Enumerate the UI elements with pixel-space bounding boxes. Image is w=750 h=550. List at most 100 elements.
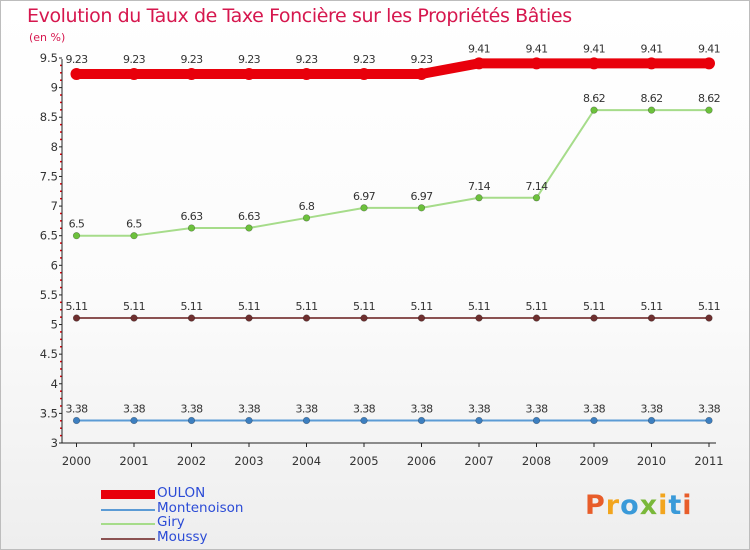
y-minor-tick xyxy=(60,338,62,341)
y-minor-tick xyxy=(60,131,62,133)
y-tick-label: 4 xyxy=(51,377,58,391)
y-minor-tick xyxy=(60,160,62,163)
data-point xyxy=(302,416,311,425)
data-label: 6.8 xyxy=(299,200,315,213)
data-label: 3.38 xyxy=(238,402,261,415)
data-label: 5.11 xyxy=(525,300,547,313)
x-tick-label: 2000 xyxy=(62,454,91,468)
data-point xyxy=(475,194,483,202)
y-minor-tick xyxy=(60,72,62,74)
data-point xyxy=(302,214,311,222)
y-minor-tick xyxy=(60,316,62,318)
data-label: 5.11 xyxy=(123,300,145,313)
series-line-oulon xyxy=(71,58,714,79)
data-label: 8.62 xyxy=(640,92,662,105)
data-label: 9.41 xyxy=(468,42,490,55)
y-minor-tick xyxy=(60,249,62,252)
data-point xyxy=(72,416,81,425)
data-label: 3.38 xyxy=(295,402,318,415)
data-label: 6.97 xyxy=(410,190,433,203)
y-minor-tick xyxy=(60,168,62,170)
legend-swatch xyxy=(101,537,155,540)
data-label: 5.11 xyxy=(640,300,662,313)
y-minor-tick xyxy=(60,375,62,378)
logo-letter: P xyxy=(585,490,606,521)
data-label: 9.41 xyxy=(583,42,605,55)
y-minor-tick xyxy=(60,308,62,311)
y-minor-tick xyxy=(60,420,62,422)
data-label: 9.23 xyxy=(295,53,318,66)
y-minor-tick xyxy=(60,368,62,370)
y-minor-tick xyxy=(60,390,62,392)
x-tick-label: 2009 xyxy=(579,454,608,468)
y-minor-tick xyxy=(60,271,62,274)
data-point xyxy=(417,314,426,322)
y-tick-label: 3 xyxy=(51,436,58,450)
y-tick-label: 7 xyxy=(51,199,58,213)
data-label: 3.38 xyxy=(583,402,606,415)
data-point xyxy=(473,57,485,70)
data-label: 9.41 xyxy=(698,42,720,55)
proxiti-logo: Proxiti xyxy=(585,490,693,521)
data-point xyxy=(130,416,138,425)
data-point xyxy=(532,416,541,425)
y-tick-label: 8.5 xyxy=(40,110,58,124)
x-tick-label: 2008 xyxy=(522,454,551,468)
y-minor-tick xyxy=(60,331,62,333)
y-minor-tick xyxy=(60,346,62,348)
data-label: 5.11 xyxy=(295,300,317,313)
data-label: 6.5 xyxy=(126,218,142,231)
y-tick-label: 6.5 xyxy=(40,229,58,243)
data-label: 7.14 xyxy=(525,180,548,193)
data-label: 9.23 xyxy=(238,53,261,66)
y-minor-tick xyxy=(60,190,62,193)
data-label: 5.11 xyxy=(698,300,720,313)
data-point xyxy=(187,224,196,232)
data-point xyxy=(243,67,255,80)
data-label: 9.41 xyxy=(640,42,662,55)
data-point xyxy=(360,416,368,425)
data-point xyxy=(130,232,138,240)
legend-label: Montenoison xyxy=(157,499,244,516)
data-point xyxy=(415,67,428,80)
y-minor-tick xyxy=(60,183,62,185)
data-label: 6.63 xyxy=(180,210,203,223)
y-minor-tick xyxy=(60,360,62,363)
y-tick-label: 5.5 xyxy=(40,288,58,302)
y-minor-tick xyxy=(60,286,62,289)
data-point xyxy=(300,67,313,80)
data-point xyxy=(647,106,656,114)
data-label: 5.11 xyxy=(410,300,432,313)
data-label: 3.38 xyxy=(180,402,203,415)
y-minor-tick xyxy=(60,79,62,81)
legend-label: Giry xyxy=(157,514,185,530)
data-point xyxy=(590,106,598,114)
data-point xyxy=(360,314,368,322)
data-point xyxy=(417,204,426,212)
data-label: 3.38 xyxy=(525,402,548,415)
data-point xyxy=(530,57,543,70)
data-point xyxy=(187,314,196,322)
data-point xyxy=(705,106,713,114)
data-label: 5.11 xyxy=(468,300,490,313)
data-label: 9.23 xyxy=(123,53,146,66)
data-label: 6.63 xyxy=(238,210,261,223)
y-minor-tick xyxy=(60,301,62,304)
data-point xyxy=(245,416,253,425)
y-tick-label: 5 xyxy=(51,318,58,332)
x-tick-label: 2007 xyxy=(464,454,493,468)
y-minor-tick xyxy=(60,242,62,244)
y-minor-tick xyxy=(60,123,62,126)
logo-letter: o xyxy=(620,490,640,521)
y-tick-label: 4.5 xyxy=(40,347,58,361)
data-label: 3.38 xyxy=(468,402,491,415)
y-minor-tick xyxy=(60,212,62,215)
legend-label: Moussy xyxy=(157,528,208,545)
y-minor-tick xyxy=(60,220,62,222)
y-tick-label: 6 xyxy=(51,258,58,272)
legend-swatch xyxy=(101,508,155,511)
data-label: 9.23 xyxy=(65,53,88,66)
data-point xyxy=(128,67,140,80)
